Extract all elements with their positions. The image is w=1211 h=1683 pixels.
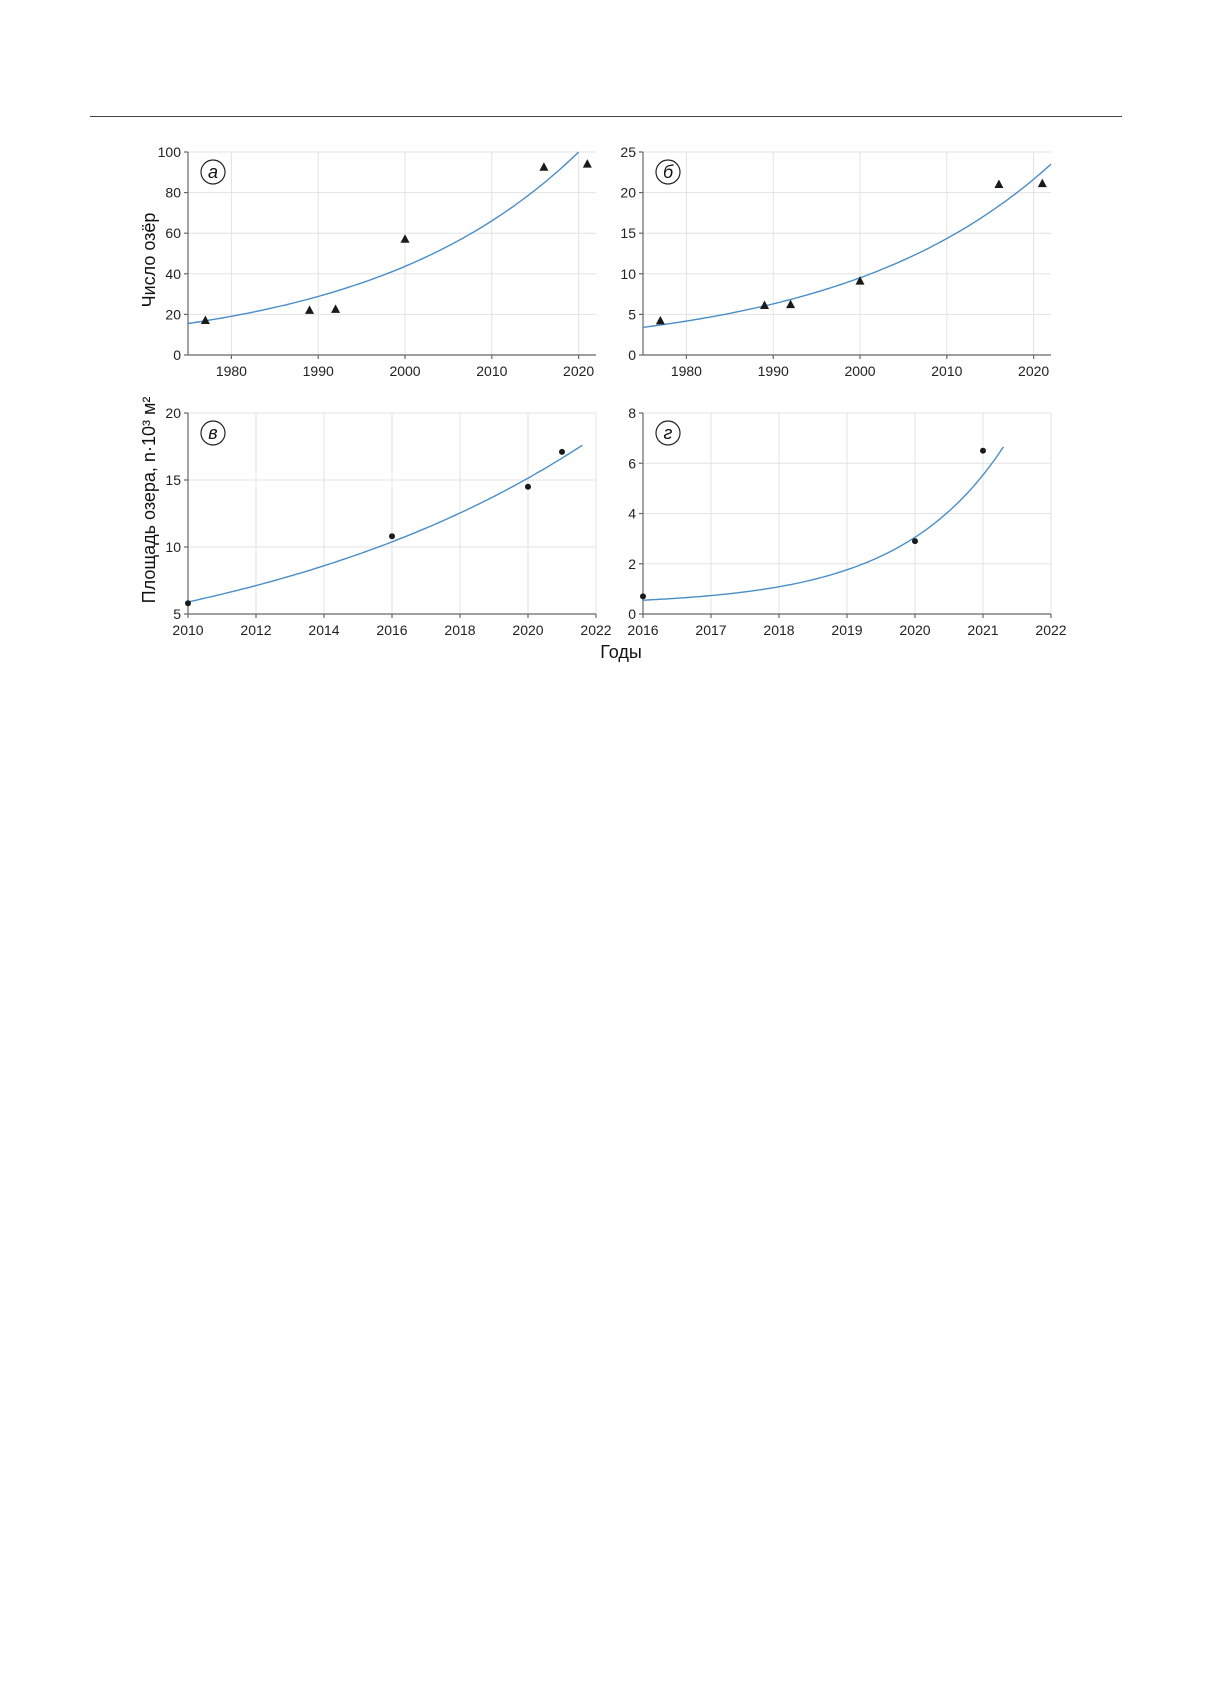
y-axis-label-count: Число озёр [139, 213, 159, 308]
y-tick-label: 15 [165, 472, 181, 488]
data-point-triangle [331, 304, 341, 313]
y-tick-label: 5 [628, 306, 636, 322]
x-tick-label: 2010 [931, 363, 962, 379]
y-tick-label: 80 [165, 185, 181, 201]
fit-curve [642, 163, 1052, 329]
y-tick-label: 10 [165, 539, 181, 555]
x-tick-label: 2022 [580, 622, 611, 638]
x-tick-label: 2021 [967, 622, 998, 638]
x-tick-label: 2018 [763, 622, 794, 638]
y-tick-label: 5 [173, 606, 181, 622]
data-point-triangle [786, 299, 796, 309]
data-point-triangle [655, 315, 665, 325]
y-tick-label: 100 [158, 144, 182, 160]
header-rule [90, 116, 1122, 117]
data-point-triangle [305, 305, 315, 314]
fit-curve [187, 444, 583, 603]
fit-curve [642, 446, 1004, 601]
panel-tag-circle [200, 159, 226, 185]
x-tick-label: 2018 [444, 622, 475, 638]
y-tick-label: 40 [165, 266, 181, 282]
data-point-triangle [200, 315, 210, 324]
x-tick-label: 2014 [308, 622, 339, 638]
y-tick-label: 20 [165, 405, 181, 421]
data-point-circle [980, 447, 986, 454]
x-tick-label: 2010 [172, 622, 203, 638]
chart-panel-1: 1980 1990 2000 2010 2020 0 20 40 60 80 100 а [158, 144, 596, 379]
y-tick-label: 25 [620, 144, 636, 160]
chart-panel-3: 2010 2012 2014 2016 2018 2020 2022 5 10 15 20 в [165, 405, 611, 638]
data-point-circle [185, 600, 191, 607]
y-tick-label: 0 [628, 606, 636, 622]
x-tick-label: 2019 [831, 622, 862, 638]
panel-tag-label: б [663, 162, 674, 182]
data-point-circle [525, 483, 531, 490]
data-point-circle [912, 538, 918, 545]
x-axis-label-years: Годы [600, 642, 642, 662]
fit-curve [187, 151, 580, 325]
panel-tag-circle [655, 159, 681, 185]
data-point-triangle [582, 159, 592, 168]
x-tick-label: 1990 [758, 363, 789, 379]
y-tick-label: 60 [165, 225, 181, 241]
panel-tag-circle [655, 420, 681, 446]
y-tick-label: 0 [173, 347, 181, 363]
x-tick-label: 2020 [563, 363, 594, 379]
x-tick-label: 2020 [1018, 363, 1049, 379]
y-tick-label: 4 [628, 506, 636, 522]
x-tick-label: 2000 [389, 363, 420, 379]
x-tick-label: 2020 [899, 622, 930, 638]
chart-panel-2: 1980 1990 2000 2010 2020 0 5 10 15 20 25 б [620, 144, 1052, 379]
y-tick-label: 8 [628, 405, 636, 421]
panel-tag-label: г [664, 423, 673, 443]
y-tick-label: 20 [620, 185, 636, 201]
chart-panel-4: 2016 2017 2018 2019 2020 2021 2022 0 2 4 6 8 г [627, 405, 1066, 638]
y-tick-label: 6 [628, 455, 636, 471]
data-point-triangle [760, 300, 770, 309]
panel-tag-label: в [208, 423, 217, 443]
x-tick-label: 2016 [376, 622, 407, 638]
y-tick-label: 0 [628, 347, 636, 363]
data-point-triangle [1037, 178, 1047, 188]
panel-tag-label: а [208, 162, 218, 182]
y-tick-label: 20 [165, 306, 181, 322]
x-tick-label: 2016 [627, 622, 658, 638]
x-tick-label: 2012 [240, 622, 271, 638]
x-tick-label: 2022 [1035, 622, 1066, 638]
data-point-circle [559, 448, 565, 455]
x-tick-label: 2010 [476, 363, 507, 379]
data-point-triangle [539, 162, 549, 171]
x-tick-label: 2000 [844, 363, 875, 379]
y-tick-label: 10 [620, 266, 636, 282]
x-tick-label: 1990 [303, 363, 334, 379]
x-tick-label: 2020 [512, 622, 543, 638]
x-tick-label: 2017 [695, 622, 726, 638]
data-point-circle [640, 593, 646, 600]
y-tick-label: 2 [628, 556, 636, 572]
x-tick-label: 1980 [671, 363, 702, 379]
x-tick-label: 1980 [216, 363, 247, 379]
data-point-triangle [994, 179, 1004, 188]
panel-tag-circle [200, 420, 226, 446]
data-point-triangle [855, 276, 865, 285]
data-point-circle [389, 533, 395, 540]
y-axis-label-area: Площадь озера, n·10³ м² [139, 397, 159, 604]
data-point-triangle [400, 234, 410, 243]
y-tick-label: 15 [620, 225, 636, 241]
